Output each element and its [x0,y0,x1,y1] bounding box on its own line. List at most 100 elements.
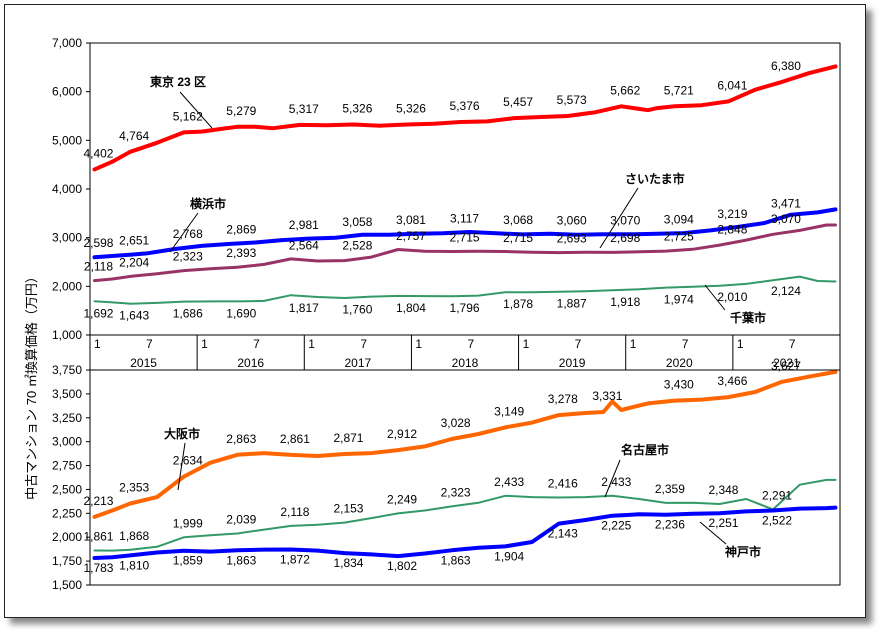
month-tick-label: 7 [789,337,796,351]
month-tick-label: 7 [360,337,367,351]
y-tick-label: 2,000 [52,530,82,544]
data-label: 3,060 [557,213,587,227]
top-plot: 1,000 2,000 3,000 4,000 5,000 6,000 7,000 4,402… [52,36,841,342]
y-tick-label: 1,000 [52,328,82,342]
data-label: 3,117 [450,211,479,225]
data-label: 2,433 [601,475,631,489]
month-tick-label: 1 [94,337,101,351]
year-label: 2021 [773,356,800,370]
month-tick-label: 1 [523,337,530,351]
y-tick-label: 7,000 [52,36,82,50]
data-label: 1,817 [289,301,319,315]
data-label: 2,869 [226,223,256,237]
year-label: 2015 [130,356,157,370]
data-label: 5,662 [610,83,640,97]
data-label: 1,887 [557,297,587,311]
data-label: 2,039 [226,512,256,526]
month-tick-label: 1 [415,337,422,351]
y-tick-label: 2,000 [52,279,82,293]
y-tick-label: 3,500 [52,387,82,401]
data-label: 1,918 [610,295,640,309]
data-label: 5,573 [557,93,587,107]
data-label: 2,912 [387,427,417,441]
bottom-plot: 1,500 1,750 2,000 2,250 2,500 2,750 3,000 3,250… [52,359,841,592]
leader-line [599,187,639,249]
data-label: 2,522 [762,513,792,527]
data-label: 2,715 [503,231,533,245]
chart-frame [4,4,866,618]
data-label: 3,471 [771,197,801,211]
data-label: 3,068 [503,213,533,227]
data-label: 2,725 [664,229,694,243]
data-label: 1,783 [83,561,113,575]
month-tick-label: 1 [201,337,208,351]
leader-line [704,284,726,311]
data-label: 3,070 [771,212,801,226]
y-axis-title: 中古マンション 70 ㎡換算価格（万円） [24,270,39,500]
data-label: 3,094 [664,212,694,226]
data-label: 2,433 [494,475,524,489]
series-line-2 [92,505,838,560]
data-label: 2,225 [601,519,631,533]
month-tick-label: 1 [308,337,315,351]
data-label: 1,872 [280,552,310,566]
data-label: 1,802 [387,559,417,573]
month-tick-label: 7 [682,337,689,351]
data-label: 2,981 [289,218,319,232]
data-label: 2,213 [83,494,113,508]
data-label: 1,974 [664,292,694,306]
data-label: 2,634 [173,454,203,468]
data-label: 2,236 [655,518,685,532]
y-tick-label: 5,000 [52,133,82,147]
data-label: 5,326 [396,101,426,115]
data-label: 3,058 [342,215,372,229]
data-label: 2,528 [342,238,372,252]
data-label: 1,859 [173,554,203,568]
month-tick-label: 7 [575,337,582,351]
data-label: 1,863 [226,553,256,567]
data-label: 2,353 [119,480,149,494]
y-tick-label: 1,750 [52,554,82,568]
data-label: 6,380 [771,59,801,73]
series-name-label: 神戸市 [725,544,761,559]
data-label: 1,692 [83,306,113,320]
leader-line [699,521,727,545]
data-label: 5,279 [226,104,256,118]
data-label: 2,118 [280,505,309,519]
series-line-2 [93,223,837,283]
data-label: 3,149 [494,404,524,418]
data-label: 2,291 [762,488,792,502]
data-label: 1,690 [226,306,256,320]
series-line-1 [93,478,837,552]
data-label: 2,204 [119,255,149,269]
data-label: 5,326 [342,101,372,115]
leader-line [604,459,621,498]
data-label: 1,863 [441,553,471,567]
data-label: 2,861 [280,432,310,446]
y-tick-label: 3,750 [52,363,82,377]
month-tick-label: 7 [146,337,153,351]
data-label: 1,834 [333,556,363,570]
data-label: 1,810 [119,558,149,572]
data-label: 2,757 [396,229,426,243]
data-label: 2,153 [333,502,363,516]
data-label: 2,698 [610,231,640,245]
series-name-label: 横浜市 [190,196,226,211]
series-name-label: 大阪市 [164,426,200,441]
data-label: 1,878 [503,297,533,311]
year-label: 2016 [237,356,264,370]
data-label: 1,804 [396,301,426,315]
y-tick-label: 3,000 [52,435,82,449]
data-label: 2,693 [557,231,587,245]
data-label: 2,249 [387,492,417,506]
data-label: 3,028 [441,416,471,430]
data-label: 3,627 [771,359,801,373]
data-label: 2,124 [771,284,801,298]
leader-line [169,212,199,253]
data-label: 5,162 [173,109,203,123]
series-name-label: 東京 23 区 [150,74,206,89]
data-label: 2,010 [717,290,747,304]
data-label: 3,070 [610,213,640,227]
data-label: 2,393 [226,246,256,260]
